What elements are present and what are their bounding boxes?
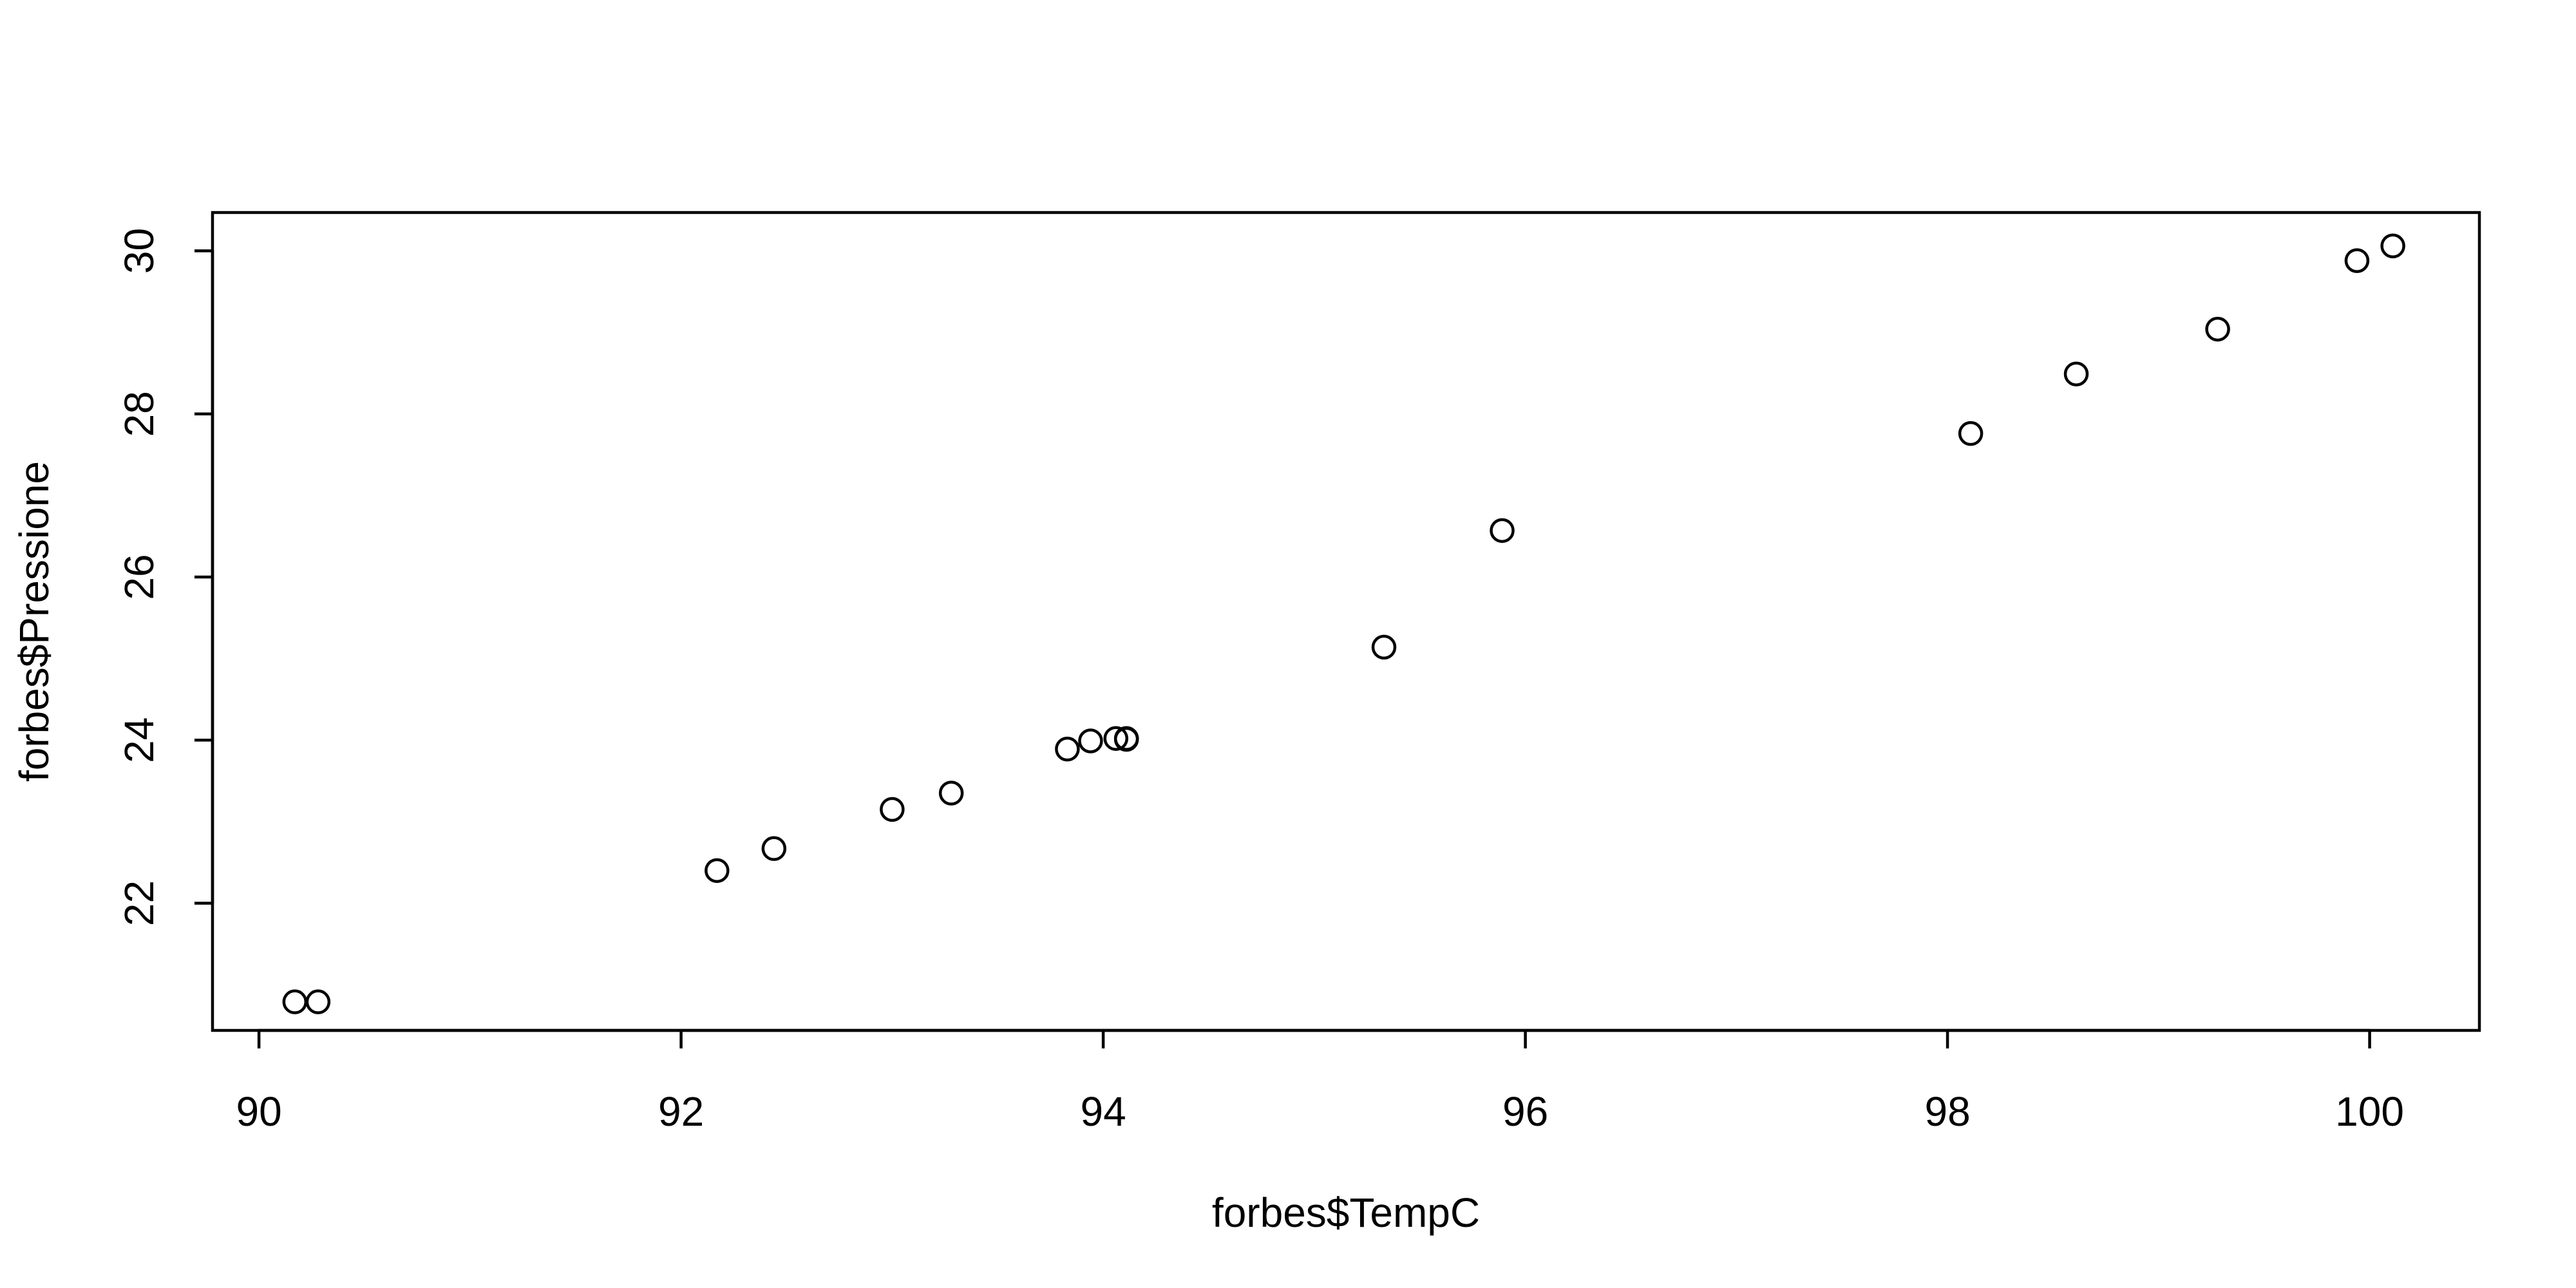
data-point (2380, 233, 2405, 259)
data-point (1371, 634, 1397, 660)
data-point (305, 989, 331, 1014)
y-tick-label: 26 (116, 554, 162, 600)
data-point (1103, 726, 1129, 751)
data-point (1113, 726, 1139, 751)
y-tick-label: 24 (116, 717, 162, 763)
data-point (880, 797, 905, 822)
data-point (938, 781, 964, 806)
data-point (2344, 248, 2370, 273)
data-point (2205, 316, 2230, 342)
x-axis: 90 92 94 96 98 100 (236, 1028, 2404, 1135)
data-points (282, 233, 2405, 1014)
x-axis-label: forbes$TempC (1212, 1189, 1480, 1236)
data-point (1055, 736, 1080, 762)
x-tick-label: 98 (1924, 1088, 1970, 1135)
data-point (761, 836, 787, 861)
x-tick-label: 96 (1502, 1088, 1548, 1135)
x-tick-label: 92 (658, 1088, 704, 1135)
data-point (705, 858, 730, 884)
y-axis-label: forbes$Pressione (11, 461, 57, 782)
y-axis: 22 24 26 28 30 (116, 228, 214, 926)
data-point (2063, 361, 2089, 386)
data-point (1958, 421, 1984, 446)
data-point (282, 989, 308, 1014)
plot-frame (211, 211, 2481, 1032)
y-tick-label: 28 (116, 391, 162, 437)
data-point (1490, 518, 1515, 544)
data-point (1078, 728, 1103, 753)
y-tick-label: 22 (116, 880, 162, 926)
x-tick-label: 100 (2335, 1088, 2404, 1135)
x-tick-label: 90 (236, 1088, 282, 1135)
x-tick-label: 94 (1080, 1088, 1126, 1135)
y-tick-label: 30 (116, 228, 162, 274)
